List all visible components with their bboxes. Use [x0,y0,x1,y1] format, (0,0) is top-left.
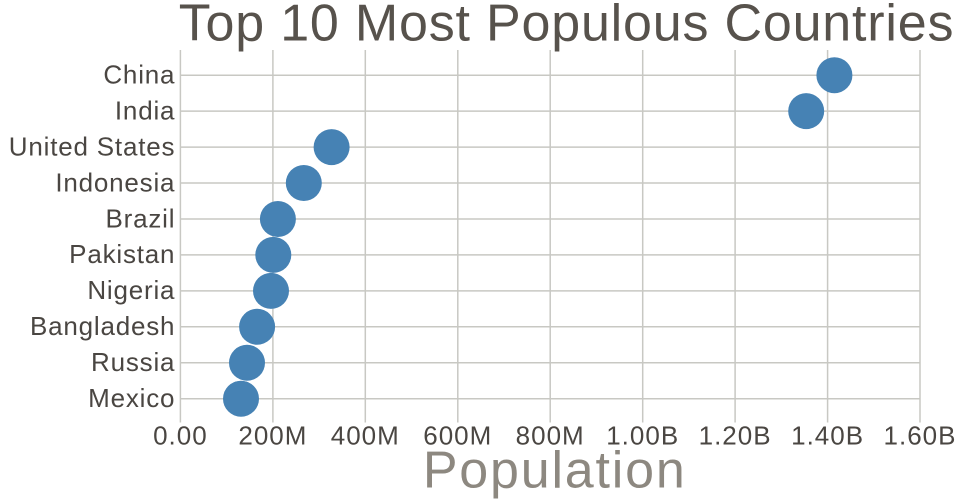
svg-text:1.20B: 1.20B [699,420,772,450]
svg-text:Mexico: Mexico [88,383,175,413]
svg-text:1.60B: 1.60B [884,420,957,450]
svg-text:United States: United States [9,131,176,161]
svg-text:Brazil: Brazil [105,203,175,233]
svg-text:Pakistan: Pakistan [69,239,175,269]
svg-text:800M: 800M [516,420,585,450]
svg-text:200M: 200M [238,420,307,450]
svg-text:1.00B: 1.00B [606,420,679,450]
svg-text:1.40B: 1.40B [791,420,864,450]
svg-text:Bangladesh: Bangladesh [30,311,175,341]
svg-text:Russia: Russia [91,347,175,377]
svg-text:Population: Population [423,441,687,499]
svg-text:Indonesia: Indonesia [55,167,175,197]
svg-text:India: India [115,95,175,125]
svg-text:China: China [103,60,175,90]
svg-text:0.00: 0.00 [153,420,208,450]
svg-text:400M: 400M [331,420,400,450]
svg-text:Top 10 Most Populous Countries: Top 10 Most Populous Countries [179,0,955,53]
svg-text:Nigeria: Nigeria [87,275,175,305]
svg-text:600M: 600M [423,420,492,450]
